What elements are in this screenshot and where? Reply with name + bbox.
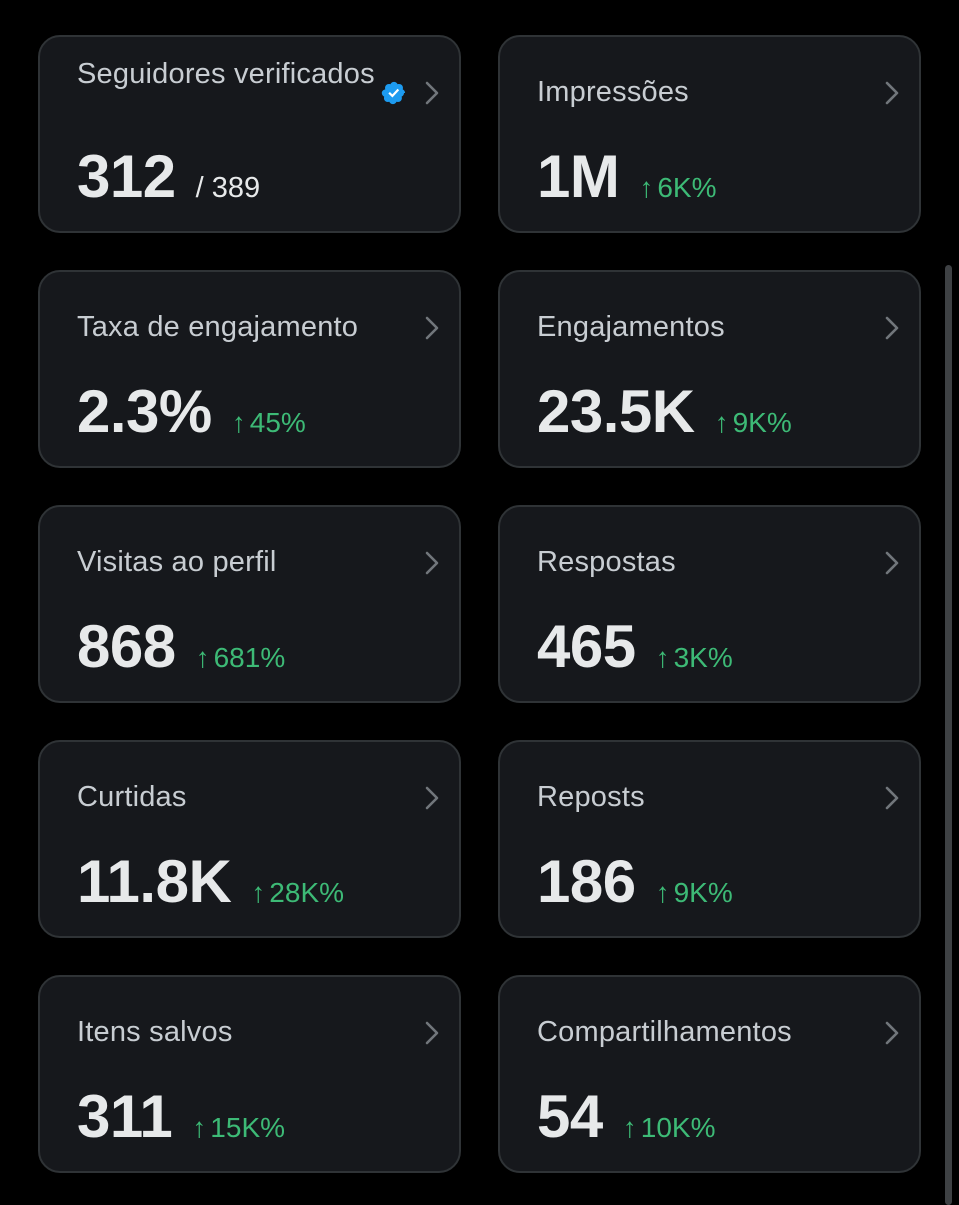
arrow-up-icon: ↑: [192, 1112, 207, 1143]
card-value: 312: [77, 143, 176, 210]
card-delta: ↑ 9K%: [656, 877, 733, 909]
card-label: Reposts: [537, 781, 645, 813]
arrow-up-icon: ↑: [655, 642, 670, 673]
arrow-up-icon: ↑: [231, 407, 246, 438]
card-delta: ↑ 3K%: [656, 642, 733, 674]
card-label: Compartilhamentos: [537, 1016, 792, 1048]
scrollbar[interactable]: [945, 265, 952, 1205]
card-value: 1M: [537, 143, 620, 210]
chevron-right-icon: [885, 81, 899, 105]
arrow-up-icon: ↑: [622, 1112, 637, 1143]
card-delta: ↑ 15K%: [192, 1112, 285, 1144]
card-value: 23.5K: [537, 378, 695, 445]
card-delta-value: 3K%: [673, 642, 733, 673]
card-value: 465: [537, 613, 636, 680]
card-value-row: 2.3% ↑ 45%: [77, 379, 306, 445]
arrow-up-icon: ↑: [655, 877, 670, 908]
card-likes[interactable]: Curtidas 11.8K ↑ 28K%: [38, 740, 461, 938]
card-delta-value: 10K%: [640, 1112, 716, 1143]
card-value-row: 868 ↑ 681%: [77, 614, 285, 680]
card-value-row: 23.5K ↑ 9K%: [537, 379, 792, 445]
card-delta-value: 9K%: [732, 407, 792, 438]
card-delta: ↑ 28K%: [251, 877, 344, 909]
card-value-row: 465 ↑ 3K%: [537, 614, 733, 680]
card-delta-value: 6K%: [657, 172, 717, 203]
card-value-row: 312 / 389: [77, 144, 260, 210]
chevron-right-icon: [425, 81, 439, 105]
card-value: 311: [77, 1083, 173, 1150]
card-label: Visitas ao perfil: [77, 546, 277, 578]
chevron-right-icon: [885, 316, 899, 340]
arrow-up-icon: ↑: [714, 407, 729, 438]
card-label: Itens salvos: [77, 1016, 233, 1048]
card-shares[interactable]: Compartilhamentos 54 ↑ 10K%: [498, 975, 921, 1173]
card-total: / 389: [195, 172, 261, 204]
card-delta: ↑ 9K%: [715, 407, 792, 439]
card-replies[interactable]: Respostas 465 ↑ 3K%: [498, 505, 921, 703]
card-value-row: 54 ↑ 10K%: [537, 1084, 715, 1150]
card-delta-value: 45%: [249, 407, 306, 438]
card-value: 186: [537, 848, 636, 915]
card-label: Respostas: [537, 546, 676, 578]
arrow-up-icon: ↑: [639, 172, 654, 203]
card-delta-value: 681%: [213, 642, 286, 673]
card-profile-visits[interactable]: Visitas ao perfil 868 ↑ 681%: [38, 505, 461, 703]
card-engagement-rate[interactable]: Taxa de engajamento 2.3% ↑ 45%: [38, 270, 461, 468]
card-reposts[interactable]: Reposts 186 ↑ 9K%: [498, 740, 921, 938]
verified-badge-icon: [381, 81, 406, 105]
chevron-right-icon: [885, 551, 899, 575]
card-impressions[interactable]: Impressões 1M ↑ 6K%: [498, 35, 921, 233]
card-value-row: 11.8K ↑ 28K%: [77, 849, 344, 915]
card-delta-value: 9K%: [673, 877, 733, 908]
card-label: Curtidas: [77, 781, 187, 813]
card-value: 54: [537, 1083, 603, 1150]
card-value: 11.8K: [77, 848, 232, 915]
card-label: Engajamentos: [537, 311, 725, 343]
metrics-grid: Seguidores verificados 312 / 389 Impress…: [38, 35, 921, 1173]
arrow-up-icon: ↑: [195, 642, 210, 673]
chevron-right-icon: [425, 786, 439, 810]
card-verified-followers[interactable]: Seguidores verificados 312 / 389: [38, 35, 461, 233]
card-delta: ↑ 681%: [196, 642, 286, 674]
card-value-row: 186 ↑ 9K%: [537, 849, 733, 915]
chevron-right-icon: [885, 786, 899, 810]
card-label: Seguidores verificados: [77, 58, 375, 90]
card-label: Impressões: [537, 76, 689, 108]
chevron-right-icon: [425, 316, 439, 340]
chevron-right-icon: [885, 1021, 899, 1045]
card-engagements[interactable]: Engajamentos 23.5K ↑ 9K%: [498, 270, 921, 468]
card-value-row: 311 ↑ 15K%: [77, 1084, 285, 1150]
card-delta-value: 28K%: [269, 877, 345, 908]
card-value-row: 1M ↑ 6K%: [537, 144, 717, 210]
card-delta: ↑ 45%: [232, 407, 306, 439]
card-label: Taxa de engajamento: [77, 311, 359, 343]
card-value: 868: [77, 613, 176, 680]
arrow-up-icon: ↑: [251, 877, 266, 908]
card-saved-items[interactable]: Itens salvos 311 ↑ 15K%: [38, 975, 461, 1173]
card-delta: ↑ 10K%: [623, 1112, 716, 1144]
card-value: 2.3%: [77, 378, 212, 445]
chevron-right-icon: [425, 1021, 439, 1045]
card-delta-value: 15K%: [210, 1112, 286, 1143]
card-delta: ↑ 6K%: [639, 172, 716, 204]
chevron-right-icon: [425, 551, 439, 575]
